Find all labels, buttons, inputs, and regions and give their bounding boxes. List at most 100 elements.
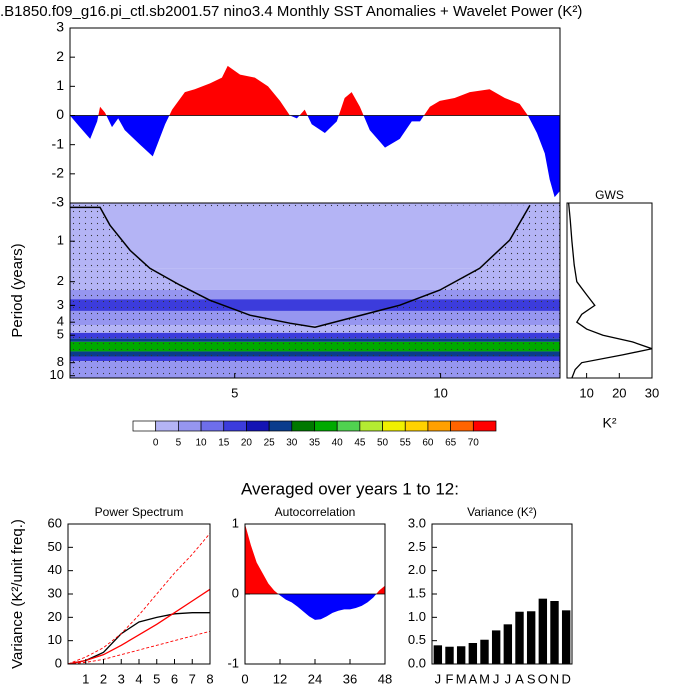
positive-area: [70, 65, 560, 116]
y-tick-label: -1: [227, 655, 239, 670]
colorbar-box: [427, 420, 451, 432]
x-tick-label: J: [435, 671, 442, 686]
x-tick-label: J: [493, 671, 500, 686]
colorbar-label: 55: [400, 438, 412, 449]
y-tick-label: 1: [232, 515, 239, 530]
heading: Averaged over years 1 to 12:: [241, 479, 459, 498]
bar: [515, 611, 524, 664]
plot-frame: [566, 202, 653, 379]
y-tick-label: 0: [55, 655, 62, 670]
chart-title: Variance (K²): [467, 505, 537, 519]
x-axis-label: K²: [603, 415, 617, 431]
chart-title: .B1850.f09_g16.pi_ctl.sb2001.57 nino3.4 …: [0, 3, 582, 20]
colorbar-box: [450, 420, 474, 432]
x-tick-label: 10: [579, 385, 593, 400]
y-tick-label: -1: [52, 135, 65, 151]
bar: [445, 646, 454, 664]
x-tick-label: F: [446, 671, 454, 686]
y-axis-label: Variance (K²/unit freq.): [9, 519, 26, 669]
x-tick-label: M: [479, 671, 490, 686]
y-tick-label: 2: [56, 48, 64, 64]
y-tick-label: 0: [56, 106, 64, 122]
colorbar-box: [268, 420, 293, 432]
y-tick-label: 0.0: [408, 655, 426, 670]
x-tick-label: 0: [241, 671, 248, 686]
colorbar-box: [404, 420, 429, 432]
bar: [561, 610, 571, 664]
bar: [433, 645, 443, 664]
colorbar-box: [155, 420, 179, 432]
colorbar-label: 30: [286, 438, 298, 449]
colorbar-label: 60: [422, 438, 434, 449]
x-tick-label: J: [505, 671, 512, 686]
colorbar-box: [246, 420, 270, 432]
colorbar-box: [178, 420, 202, 432]
power-band: [70, 203, 560, 269]
bar: [480, 639, 489, 664]
spectrum-line: [68, 630, 210, 664]
x-tick-label: 3: [118, 671, 125, 686]
y-tick-label: 4: [57, 314, 64, 329]
colorbar-label: 65: [445, 438, 457, 449]
x-tick-label: 10: [433, 385, 447, 400]
y-tick-label: 1.5: [408, 585, 426, 600]
cone-of-influence: [70, 204, 531, 328]
y-tick-label: 10: [50, 367, 64, 382]
y-tick-label: 20: [48, 609, 62, 624]
bar: [538, 598, 548, 664]
x-tick-label: 30: [645, 385, 659, 400]
x-tick-label: 24: [308, 671, 322, 686]
colorbar-label: 5: [176, 438, 182, 449]
plot-frame: [69, 202, 561, 379]
bar: [526, 611, 536, 664]
spectrum-line: [68, 588, 210, 664]
y-tick-label: 50: [48, 539, 62, 554]
x-tick-label: 5: [231, 385, 238, 400]
bar: [456, 646, 466, 664]
plot-frame: [67, 523, 211, 665]
colorbar-label: 15: [218, 438, 230, 449]
bar: [503, 624, 513, 664]
colorbar-box: [359, 420, 383, 432]
colorbar-label: 35: [309, 438, 321, 449]
colorbar-box: [382, 420, 406, 432]
x-tick-label: D: [561, 671, 570, 686]
colorbar-label: 25: [264, 438, 276, 449]
x-tick-label: 6: [171, 671, 178, 686]
x-tick-label: A: [515, 671, 524, 686]
x-tick-label: 4: [135, 671, 142, 686]
colorbar-label: 45: [354, 438, 366, 449]
y-tick-label: 8: [57, 354, 64, 369]
positive-area: [245, 524, 385, 594]
x-tick-label: A: [468, 671, 477, 686]
colorbar-box: [314, 420, 338, 432]
colorbar-label: 20: [241, 438, 253, 449]
x-tick-label: 7: [189, 671, 196, 686]
y-tick-label: 3.0: [408, 515, 426, 530]
power-band: [70, 289, 560, 300]
spectrum-line: [68, 612, 210, 664]
colorbar-box: [472, 420, 497, 432]
x-tick-label: M: [456, 671, 467, 686]
y-tick-label: -2: [52, 165, 65, 181]
y-axis-label: Period (years): [9, 243, 26, 337]
chart-title: Autocorrelation: [275, 505, 356, 519]
x-tick-label: 5: [153, 671, 160, 686]
y-tick-label: 0: [232, 585, 239, 600]
x-tick-label: 2: [100, 671, 107, 686]
y-tick-label: 2.0: [408, 562, 426, 577]
y-tick-label: 3: [56, 19, 64, 35]
y-tick-label: 2.5: [408, 539, 426, 554]
chart-title: GWS: [595, 188, 624, 202]
colorbar-box: [291, 420, 315, 432]
y-tick-label: 1: [57, 233, 64, 248]
y-tick-label: 5: [57, 327, 64, 342]
gws-line: [567, 203, 652, 378]
colorbar-box: [132, 420, 157, 432]
y-tick-label: 1.0: [408, 609, 426, 624]
y-tick-label: 30: [48, 585, 62, 600]
bar: [468, 643, 478, 664]
colorbar-label: 40: [332, 438, 344, 449]
y-tick-label: 2: [57, 273, 64, 288]
